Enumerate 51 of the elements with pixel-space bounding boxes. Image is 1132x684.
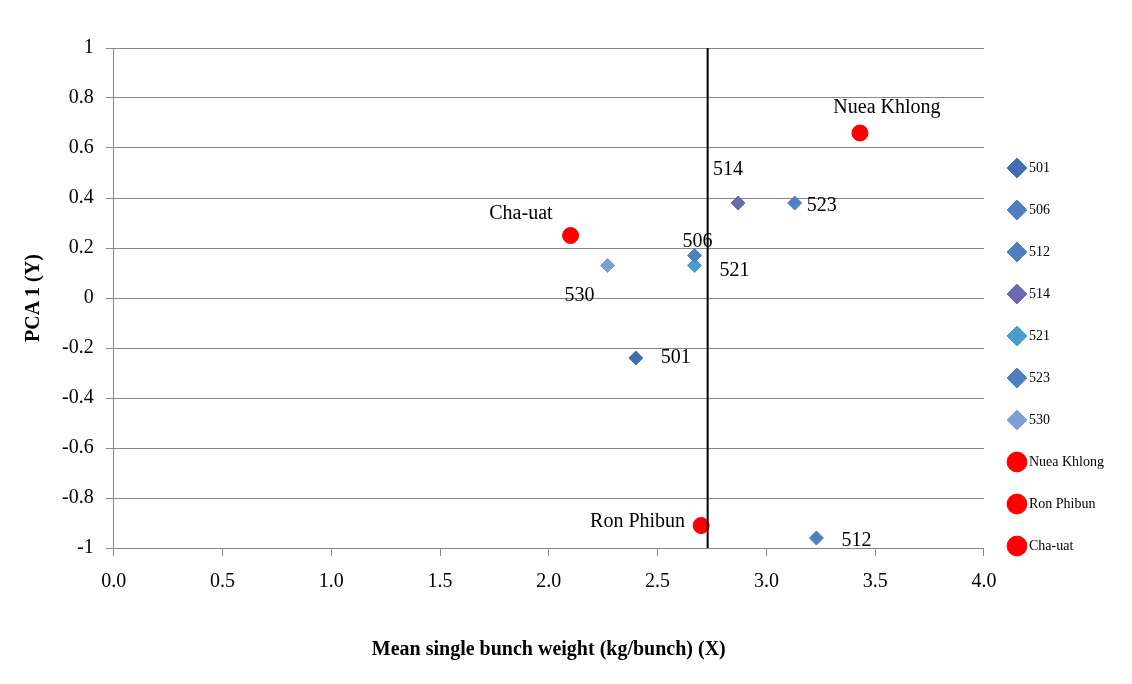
point xyxy=(687,258,703,273)
x-axis-title: Mean single bunch weight (kg/bunch) (X) xyxy=(371,637,726,661)
legend-label: Ron Phibun xyxy=(1028,495,1096,511)
y-tick-label: -0.6 xyxy=(61,435,94,458)
legend-label: 521 xyxy=(1028,327,1050,343)
annotation: Cha-uat xyxy=(489,200,554,223)
x-tick-label: 0.0 xyxy=(101,569,127,592)
y-tick-label: 0.2 xyxy=(68,235,94,258)
annotation: Nuea Khlong xyxy=(833,95,941,119)
x-tick-label: 0.5 xyxy=(209,569,235,592)
annotation: 501 xyxy=(660,345,691,368)
legend-label: 514 xyxy=(1028,285,1050,301)
y-tick-label: -0.2 xyxy=(61,335,94,358)
x-tick-label: 4.0 xyxy=(971,569,997,592)
x-tick-label: 3.5 xyxy=(862,569,888,592)
y-tick-label: -1 xyxy=(76,535,94,558)
point xyxy=(851,124,869,142)
x-tick-label: 1.0 xyxy=(318,569,344,592)
annotation: 521 xyxy=(719,257,750,280)
annotation: 523 xyxy=(806,193,837,216)
point xyxy=(730,195,746,211)
x-tick-label: 1.5 xyxy=(427,569,453,592)
y-tick-label: 0.6 xyxy=(68,135,94,158)
legend-label: 501 xyxy=(1028,159,1050,175)
legend-label: Nuea Khlong xyxy=(1028,453,1105,469)
legend-label: 523 xyxy=(1028,369,1050,385)
annotation: Ron Phibun xyxy=(590,508,686,531)
x-tick-label: 3.0 xyxy=(753,569,779,592)
point xyxy=(628,350,644,366)
point xyxy=(562,227,580,244)
point xyxy=(600,258,616,273)
y-tick-label: 0.4 xyxy=(68,185,94,208)
y-axis-title: PCA 1 (Y) xyxy=(21,254,45,342)
x-tick-label: 2.0 xyxy=(536,569,562,592)
point xyxy=(692,517,710,534)
legend-label: 530 xyxy=(1028,411,1050,427)
x-tick-label: 2.5 xyxy=(645,569,671,592)
legend-label: 506 xyxy=(1028,201,1050,217)
y-tick-label: -0.4 xyxy=(61,385,94,408)
y-tick-label: 1 xyxy=(83,35,94,58)
y-tick-label: -0.8 xyxy=(61,485,94,508)
annotation: 530 xyxy=(564,282,595,305)
legend-label: 512 xyxy=(1028,243,1050,259)
y-tick-label: 0 xyxy=(83,285,94,308)
annotation: 514 xyxy=(713,157,744,180)
y-tick-label: 0.8 xyxy=(68,85,94,108)
legend-label: Cha-uat xyxy=(1028,537,1074,553)
annotation: 512 xyxy=(841,528,872,551)
point xyxy=(687,248,703,263)
point xyxy=(808,530,824,546)
point xyxy=(787,195,803,211)
